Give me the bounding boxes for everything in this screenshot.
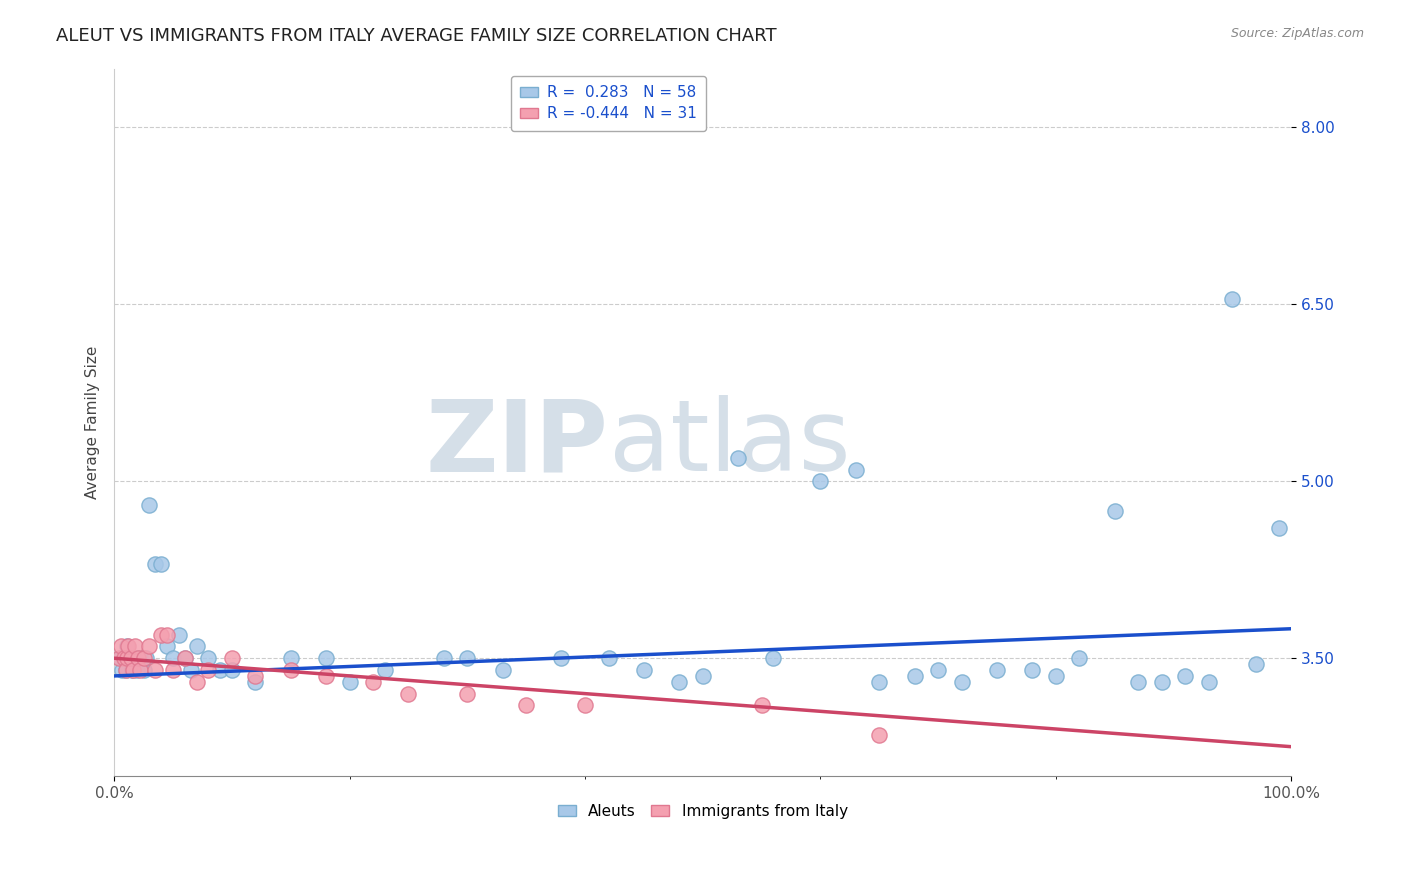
Point <box>574 698 596 713</box>
Point <box>751 698 773 713</box>
Legend: Aleuts, Immigrants from Italy: Aleuts, Immigrants from Italy <box>551 798 853 825</box>
Point <box>433 651 456 665</box>
Point <box>197 663 219 677</box>
Point <box>156 640 179 654</box>
Point <box>114 651 136 665</box>
Point <box>129 651 152 665</box>
Point <box>115 663 138 677</box>
Text: atlas: atlas <box>609 395 851 492</box>
Point <box>245 674 267 689</box>
Point <box>221 663 243 677</box>
Point <box>221 651 243 665</box>
Point <box>197 651 219 665</box>
Point <box>145 663 167 677</box>
Point <box>456 651 478 665</box>
Y-axis label: Average Family Size: Average Family Size <box>86 346 100 499</box>
Point <box>1268 521 1291 535</box>
Point <box>125 663 148 677</box>
Text: Source: ZipAtlas.com: Source: ZipAtlas.com <box>1230 27 1364 40</box>
Point <box>138 498 160 512</box>
Point <box>280 663 302 677</box>
Point <box>374 663 396 677</box>
Point <box>186 640 208 654</box>
Point <box>150 557 173 571</box>
Point <box>1220 292 1243 306</box>
Point <box>120 651 142 665</box>
Point <box>633 663 655 677</box>
Point <box>115 640 138 654</box>
Point <box>156 627 179 641</box>
Point <box>129 663 152 677</box>
Point <box>108 651 131 665</box>
Point <box>1198 674 1220 689</box>
Point <box>396 687 419 701</box>
Point <box>209 663 232 677</box>
Point <box>167 627 190 641</box>
Point <box>138 640 160 654</box>
Point <box>1174 669 1197 683</box>
Point <box>550 651 572 665</box>
Point <box>339 674 361 689</box>
Point <box>845 462 868 476</box>
Point <box>315 669 337 683</box>
Point <box>927 663 949 677</box>
Point <box>762 651 785 665</box>
Point <box>124 640 146 654</box>
Point <box>132 651 155 665</box>
Point <box>692 669 714 683</box>
Point <box>1021 663 1043 677</box>
Point <box>868 674 890 689</box>
Point <box>115 651 138 665</box>
Point <box>808 475 831 489</box>
Point <box>117 640 139 654</box>
Point <box>118 651 141 665</box>
Point <box>115 663 138 677</box>
Point <box>456 687 478 701</box>
Point <box>986 663 1008 677</box>
Point <box>162 663 184 677</box>
Point <box>127 651 149 665</box>
Point <box>1104 504 1126 518</box>
Point <box>868 728 890 742</box>
Point <box>280 651 302 665</box>
Point <box>173 651 195 665</box>
Point <box>122 663 145 677</box>
Point <box>173 651 195 665</box>
Point <box>515 698 537 713</box>
Point <box>135 651 157 665</box>
Point <box>727 450 749 465</box>
Point <box>108 651 131 665</box>
Point <box>1069 651 1091 665</box>
Text: ZIP: ZIP <box>426 395 609 492</box>
Point <box>112 651 135 665</box>
Point <box>127 651 149 665</box>
Point <box>361 674 384 689</box>
Point <box>245 669 267 683</box>
Point <box>110 640 132 654</box>
Point <box>1244 657 1267 672</box>
Point <box>1126 674 1149 689</box>
Point <box>903 669 925 683</box>
Point <box>598 651 620 665</box>
Point <box>150 627 173 641</box>
Point <box>1045 669 1067 683</box>
Point <box>315 651 337 665</box>
Point <box>162 651 184 665</box>
Point <box>180 663 202 677</box>
Point <box>132 663 155 677</box>
Point <box>186 674 208 689</box>
Point <box>950 674 973 689</box>
Point <box>145 557 167 571</box>
Point <box>491 663 513 677</box>
Point <box>668 674 690 689</box>
Point <box>1150 674 1173 689</box>
Point <box>122 651 145 665</box>
Text: ALEUT VS IMMIGRANTS FROM ITALY AVERAGE FAMILY SIZE CORRELATION CHART: ALEUT VS IMMIGRANTS FROM ITALY AVERAGE F… <box>56 27 778 45</box>
Point <box>111 663 134 677</box>
Point <box>121 663 143 677</box>
